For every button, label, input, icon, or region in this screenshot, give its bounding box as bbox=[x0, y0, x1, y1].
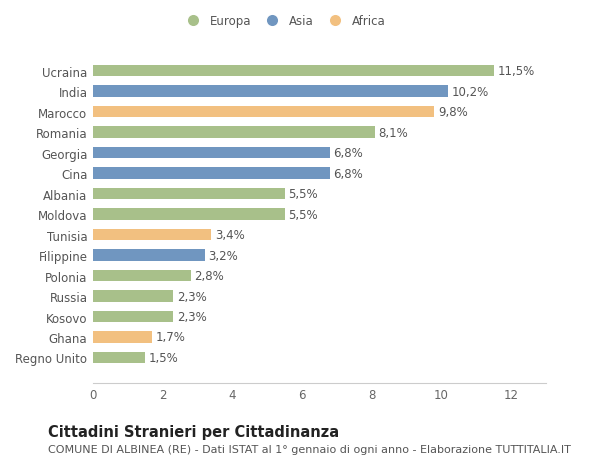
Bar bbox=[93, 266, 546, 286]
Bar bbox=[93, 66, 494, 77]
Text: 11,5%: 11,5% bbox=[497, 65, 535, 78]
Bar bbox=[93, 127, 375, 139]
Bar bbox=[93, 148, 330, 159]
Bar bbox=[93, 168, 330, 179]
Text: 3,4%: 3,4% bbox=[215, 229, 245, 241]
Bar bbox=[93, 189, 284, 200]
Bar bbox=[93, 102, 546, 123]
Bar bbox=[93, 230, 211, 241]
Bar bbox=[93, 204, 546, 225]
Text: 9,8%: 9,8% bbox=[438, 106, 468, 119]
Text: 5,5%: 5,5% bbox=[288, 208, 318, 221]
Text: 8,1%: 8,1% bbox=[379, 126, 409, 139]
Text: 6,8%: 6,8% bbox=[334, 147, 363, 160]
Text: 5,5%: 5,5% bbox=[288, 188, 318, 201]
Bar bbox=[93, 107, 434, 118]
Bar bbox=[93, 82, 546, 102]
Text: 3,2%: 3,2% bbox=[208, 249, 238, 262]
Bar bbox=[93, 245, 546, 266]
Bar bbox=[93, 250, 205, 261]
Text: 1,7%: 1,7% bbox=[156, 331, 185, 344]
Bar bbox=[93, 184, 546, 204]
Bar bbox=[93, 270, 191, 281]
Bar bbox=[93, 327, 546, 347]
Text: 1,5%: 1,5% bbox=[149, 351, 179, 364]
Bar bbox=[93, 286, 546, 307]
Bar bbox=[93, 291, 173, 302]
Text: COMUNE DI ALBINEA (RE) - Dati ISTAT al 1° gennaio di ogni anno - Elaborazione TU: COMUNE DI ALBINEA (RE) - Dati ISTAT al 1… bbox=[48, 444, 571, 454]
Bar bbox=[93, 209, 284, 220]
Bar bbox=[93, 61, 546, 82]
Bar bbox=[93, 352, 145, 364]
Bar bbox=[93, 86, 448, 97]
Bar bbox=[93, 163, 546, 184]
Bar bbox=[93, 143, 546, 163]
Text: 2,3%: 2,3% bbox=[176, 290, 206, 303]
Bar bbox=[93, 311, 173, 322]
Bar bbox=[93, 332, 152, 343]
Text: 6,8%: 6,8% bbox=[334, 167, 363, 180]
Bar bbox=[93, 307, 546, 327]
Bar bbox=[93, 347, 546, 368]
Text: Cittadini Stranieri per Cittadinanza: Cittadini Stranieri per Cittadinanza bbox=[48, 425, 339, 440]
Text: 10,2%: 10,2% bbox=[452, 85, 489, 98]
Bar bbox=[93, 123, 546, 143]
Legend: Europa, Asia, Africa: Europa, Asia, Africa bbox=[178, 11, 389, 31]
Text: 2,3%: 2,3% bbox=[176, 310, 206, 323]
Text: 2,8%: 2,8% bbox=[194, 269, 224, 282]
Bar bbox=[93, 225, 546, 245]
